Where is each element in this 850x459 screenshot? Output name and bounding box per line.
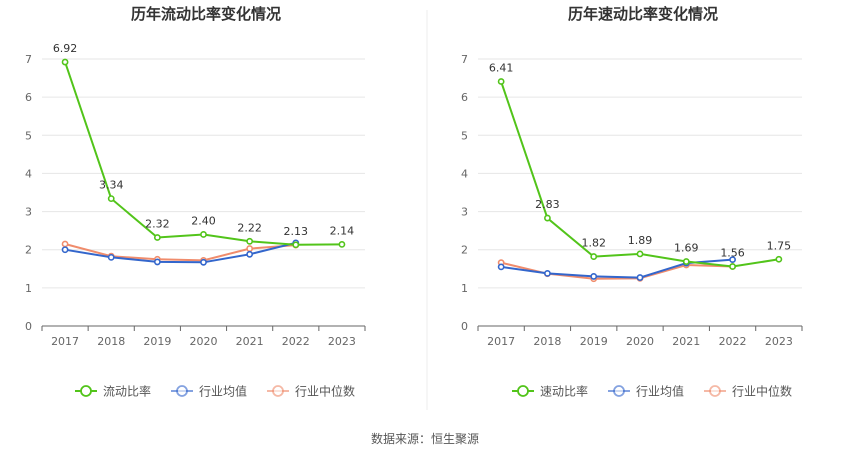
y-tick-label: 7 [461, 53, 468, 66]
y-tick-label: 0 [461, 320, 468, 333]
x-tick-label: 2019 [580, 335, 608, 348]
legend-label: 流动比率 [103, 384, 151, 399]
data-source-note: 数据来源：恒生聚源 [370, 432, 479, 446]
data-point-average[interactable] [544, 269, 551, 277]
data-label: 2.13 [284, 225, 309, 238]
data-point-median[interactable] [61, 240, 69, 248]
legend-item-average[interactable]: 行业均值 [608, 384, 684, 399]
y-tick-label: 3 [25, 206, 32, 219]
data-label: 2.83 [535, 198, 560, 211]
y-tick-label: 2 [25, 244, 32, 257]
data-point-primary[interactable] [590, 253, 598, 260]
data-label: 1.89 [628, 234, 653, 247]
current-ratio-chart: 历年流动比率变化情况 0 1 2 3 4 5 6 7 2017 2018 2019 2020 2021 20… [25, 5, 366, 399]
x-tick-label: 2022 [719, 335, 747, 348]
x-tick-label: 2021 [672, 335, 700, 348]
data-point-primary[interactable] [338, 240, 346, 248]
data-point-average[interactable] [107, 253, 115, 261]
legend-marker [176, 385, 188, 397]
data-point-primary[interactable] [292, 241, 300, 249]
legend-marker [517, 385, 529, 397]
data-point-median[interactable] [246, 245, 254, 252]
x-tick-label: 2018 [97, 335, 125, 348]
chart-title: 历年速动比率变化情况 [568, 5, 718, 23]
legend-marker [80, 385, 92, 397]
y-tick-label: 4 [25, 167, 32, 180]
data-point-primary[interactable] [200, 231, 207, 238]
y-tick-label: 5 [461, 129, 468, 142]
x-tick-label: 2019 [143, 335, 171, 348]
y-tick-label: 0 [25, 320, 32, 333]
data-point-average[interactable] [61, 246, 69, 254]
legend-label: 速动比率 [540, 384, 588, 399]
series-line-median [64, 243, 296, 262]
legend-marker [613, 385, 625, 397]
data-point-primary[interactable] [153, 234, 161, 241]
data-label: 3.34 [99, 179, 124, 192]
x-tick-label: 2017 [51, 335, 79, 348]
y-tick-label: 3 [461, 206, 468, 219]
data-point-average[interactable] [246, 250, 254, 258]
data-point-primary[interactable] [775, 255, 783, 263]
data-point-average[interactable] [729, 256, 736, 264]
legend-item-median[interactable]: 行业中位数 [704, 384, 792, 399]
data-label: 6.41 [489, 62, 514, 75]
data-point-average[interactable] [200, 258, 207, 266]
chart-title: 历年流动比率变化情况 [131, 5, 281, 23]
legend-label: 行业均值 [199, 384, 247, 399]
legend-marker [709, 385, 721, 397]
x-tick-label: 2021 [236, 335, 264, 348]
data-label: 2.40 [191, 214, 216, 227]
legend-item-primary[interactable]: 速动比率 [512, 384, 588, 399]
quick-ratio-chart: 历年速动比率变化情况 0 1 2 3 4 5 6 7 2017 2018 2019 2020 2021 20… [461, 5, 803, 399]
data-label: 1.56 [720, 246, 745, 259]
legend-marker [272, 385, 284, 397]
data-point-average[interactable] [590, 273, 598, 280]
data-point-primary[interactable] [61, 58, 69, 66]
legend-item-average[interactable]: 行业均值 [171, 384, 247, 399]
legend-label: 行业中位数 [295, 384, 355, 399]
data-point-primary[interactable] [636, 250, 644, 258]
data-point-primary[interactable] [246, 237, 254, 245]
x-tick-label: 2018 [533, 335, 561, 348]
y-tick-label: 5 [25, 129, 32, 142]
data-label: 2.22 [237, 221, 262, 234]
x-tick-label: 2023 [328, 335, 356, 348]
data-label: 1.69 [674, 242, 699, 255]
legend-item-median[interactable]: 行业中位数 [267, 384, 355, 399]
data-label: 2.14 [330, 224, 355, 237]
y-tick-label: 7 [25, 53, 32, 66]
legend-label: 行业中位数 [732, 384, 792, 399]
x-tick-label: 2020 [626, 335, 654, 348]
y-tick-label: 1 [461, 282, 468, 295]
legend-label: 行业均值 [636, 384, 684, 399]
y-tick-label: 1 [25, 282, 32, 295]
data-point-primary[interactable] [729, 263, 736, 270]
y-tick-label: 4 [461, 167, 468, 180]
x-tick-label: 2023 [765, 335, 793, 348]
data-point-primary[interactable] [682, 258, 690, 265]
data-label: 6.92 [53, 42, 78, 55]
y-tick-label: 6 [461, 91, 468, 104]
data-label: 2.32 [145, 218, 170, 231]
data-point-primary[interactable] [107, 195, 115, 203]
data-point-primary[interactable] [497, 78, 505, 85]
x-tick-label: 2020 [190, 335, 218, 348]
data-point-average[interactable] [497, 263, 505, 271]
data-point-primary[interactable] [544, 214, 551, 222]
data-label: 1.75 [767, 239, 792, 252]
legend-item-primary[interactable]: 流动比率 [75, 384, 151, 399]
x-tick-label: 2017 [487, 335, 515, 348]
data-point-average[interactable] [153, 258, 161, 266]
y-tick-label: 6 [25, 91, 32, 104]
x-tick-label: 2022 [282, 335, 310, 348]
y-tick-label: 2 [461, 244, 468, 257]
data-label: 1.82 [581, 237, 606, 250]
series-line-average [64, 241, 297, 264]
data-point-average[interactable] [636, 274, 644, 281]
